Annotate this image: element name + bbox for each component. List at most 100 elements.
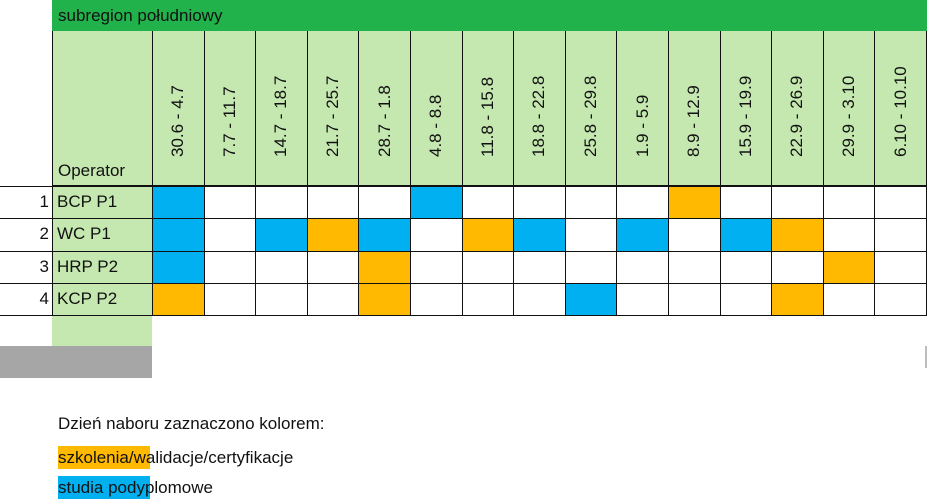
date-header: 22.9 - 26.9 — [771, 31, 823, 186]
schedule-cell[interactable] — [255, 250, 307, 283]
schedule-cell[interactable] — [822, 282, 875, 316]
legend-blue: studia podyplomowe — [58, 476, 213, 499]
date-header: 30.6 - 4.7 — [152, 31, 204, 186]
row-number: 3 — [0, 250, 52, 283]
schedule-cell[interactable] — [874, 282, 926, 316]
schedule-cell[interactable] — [152, 282, 204, 316]
schedule-cell[interactable] — [306, 250, 359, 283]
schedule-cell[interactable] — [771, 282, 823, 316]
grid-bottom-border — [0, 315, 927, 316]
schedule-cell[interactable] — [152, 250, 204, 283]
schedule-cell[interactable] — [358, 186, 410, 219]
date-header: 29.9 - 3.10 — [822, 31, 875, 186]
schedule-cell[interactable] — [822, 218, 875, 251]
schedule-cell[interactable] — [771, 250, 823, 283]
operator-column-tail — [52, 316, 152, 346]
schedule-cell[interactable] — [564, 186, 617, 219]
schedule-cell[interactable] — [461, 282, 514, 316]
schedule-cell[interactable] — [668, 282, 720, 316]
schedule-cell[interactable] — [152, 218, 204, 251]
schedule-cell[interactable] — [874, 218, 926, 251]
schedule-cell[interactable] — [255, 218, 307, 251]
date-header-label: 25.8 - 29.8 — [581, 75, 601, 157]
date-header: 8.9 - 12.9 — [668, 31, 720, 186]
schedule-cell[interactable] — [771, 218, 823, 251]
date-header-label: 7.7 - 11.7 — [219, 86, 239, 157]
legend-intro: Dzień naboru zaznaczono kolorem: — [58, 414, 325, 433]
schedule-cell[interactable] — [306, 218, 359, 251]
schedule-cell[interactable] — [410, 218, 462, 251]
date-header: 1.9 - 5.9 — [616, 31, 668, 186]
schedule-cell[interactable] — [719, 186, 772, 219]
date-header-label: 28.7 - 1.8 — [374, 85, 394, 157]
date-header: 6.10 - 10.10 — [874, 31, 926, 186]
region-title-bar: subregion południowy — [52, 0, 927, 32]
schedule-cell[interactable] — [513, 282, 565, 316]
schedule-cell[interactable] — [719, 250, 772, 283]
schedule-cell[interactable] — [668, 250, 720, 283]
date-header-label: 14.7 - 18.7 — [271, 75, 291, 157]
date-header-label: 29.9 - 3.10 — [839, 75, 859, 157]
legend-orange-label: szkolenia/walidacje/certyfikacje — [58, 446, 294, 469]
schedule-cell[interactable] — [616, 250, 668, 283]
schedule-cell[interactable] — [152, 186, 204, 219]
schedule-cell[interactable] — [668, 218, 720, 251]
date-header-label: 11.8 - 15.8 — [477, 76, 497, 157]
schedule-cell[interactable] — [461, 250, 514, 283]
right-edge-mark — [925, 346, 927, 368]
schedule-cell[interactable] — [203, 282, 256, 316]
schedule-cell[interactable] — [203, 186, 256, 219]
schedule-cell[interactable] — [255, 282, 307, 316]
schedule-cell[interactable] — [771, 186, 823, 219]
region-title: subregion południowy — [58, 6, 223, 25]
schedule-cell[interactable] — [564, 218, 617, 251]
legend-blue-label: studia podyplomowe — [58, 476, 213, 499]
date-header: 7.7 - 11.7 — [203, 31, 256, 186]
legend-orange: szkolenia/walidacje/certyfikacje — [58, 446, 294, 469]
schedule-cell[interactable] — [306, 282, 359, 316]
schedule-cell[interactable] — [874, 250, 926, 283]
date-header-label: 1.9 - 5.9 — [632, 94, 652, 157]
schedule-cell[interactable] — [203, 218, 256, 251]
schedule-cell[interactable] — [874, 186, 926, 219]
schedule-cell[interactable] — [822, 250, 875, 283]
schedule-cell[interactable] — [513, 186, 565, 219]
schedule-cell[interactable] — [358, 218, 410, 251]
schedule-cell[interactable] — [358, 250, 410, 283]
date-header-label: 30.6 - 4.7 — [168, 85, 188, 157]
date-header-label: 21.7 - 25.7 — [323, 75, 343, 157]
schedule-cell[interactable] — [410, 282, 462, 316]
schedule-cell[interactable] — [564, 250, 617, 283]
gray-separator-bar — [0, 346, 152, 378]
schedule-cell[interactable] — [461, 218, 514, 251]
schedule-cell[interactable] — [616, 282, 668, 316]
schedule-cell[interactable] — [513, 218, 565, 251]
date-header-label: 15.9 - 19.9 — [735, 75, 755, 157]
schedule-cell[interactable] — [668, 186, 720, 219]
row-number: 1 — [0, 186, 52, 218]
schedule-cell[interactable] — [616, 218, 668, 251]
operator-name: WC P1 — [52, 218, 152, 251]
operator-name: BCP P1 — [52, 186, 152, 219]
operator-header-label: Operator — [58, 161, 126, 180]
schedule-cell[interactable] — [564, 282, 617, 316]
schedule-cell[interactable] — [822, 186, 875, 219]
date-header-label: 6.10 - 10.10 — [890, 66, 910, 157]
schedule-cell[interactable] — [255, 186, 307, 219]
schedule-cell[interactable] — [719, 218, 772, 251]
date-header: 18.8 - 22.8 — [513, 31, 565, 186]
schedule-cell[interactable] — [306, 186, 359, 219]
schedule-cell[interactable] — [719, 282, 772, 316]
schedule-cell[interactable] — [461, 186, 514, 219]
schedule-cell[interactable] — [616, 186, 668, 219]
operator-name: HRP P2 — [52, 250, 152, 283]
schedule-cell[interactable] — [410, 250, 462, 283]
schedule-cell[interactable] — [358, 282, 410, 316]
schedule-cell[interactable] — [513, 250, 565, 283]
date-header: 28.7 - 1.8 — [358, 31, 410, 186]
schedule-cell[interactable] — [410, 186, 462, 219]
schedule-cell[interactable] — [203, 250, 256, 283]
date-header: 4.8 - 8.8 — [410, 31, 462, 186]
date-header: 11.8 - 15.8 — [461, 31, 514, 186]
